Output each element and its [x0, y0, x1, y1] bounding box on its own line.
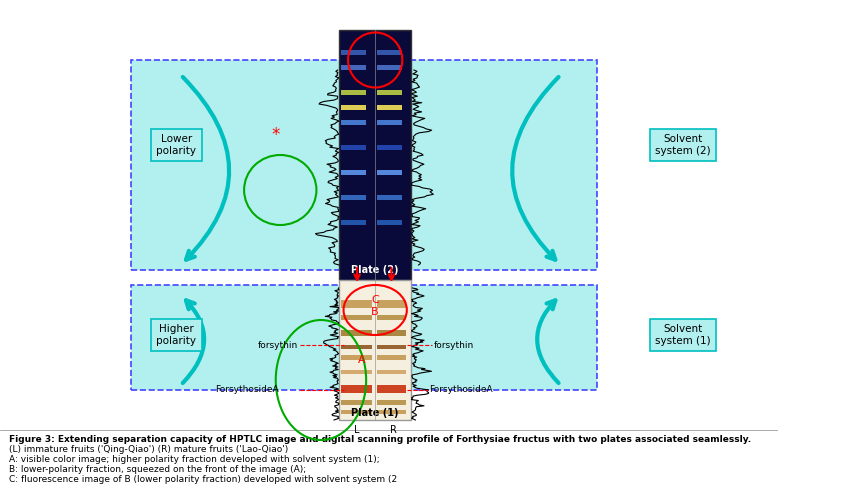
Text: Figure 3: Extending separation capacity of HPTLC image and digital scanning prof: Figure 3: Extending separation capacity …: [9, 435, 751, 444]
Text: ForsythosideA: ForsythosideA: [215, 386, 278, 395]
Text: Solvent
system (1): Solvent system (1): [654, 324, 710, 346]
Bar: [377, 330, 406, 336]
Bar: [377, 370, 406, 374]
Bar: [341, 315, 372, 320]
Text: B: B: [371, 307, 379, 317]
Bar: [377, 385, 406, 393]
Bar: [341, 65, 366, 70]
Bar: [377, 105, 402, 110]
Bar: [341, 105, 366, 110]
Text: Lower
polarity: Lower polarity: [157, 134, 196, 156]
Bar: [339, 280, 412, 420]
Text: C: C: [371, 295, 379, 305]
Bar: [377, 170, 402, 175]
Text: B: lower-polarity fraction, squeezed on the front of the image (A);: B: lower-polarity fraction, squeezed on …: [9, 465, 307, 474]
FancyArrowPatch shape: [537, 300, 559, 383]
Bar: [341, 370, 372, 374]
Text: Higher
polarity: Higher polarity: [157, 324, 196, 346]
Bar: [377, 120, 402, 125]
Bar: [341, 220, 366, 225]
Bar: [377, 90, 402, 95]
Bar: [377, 345, 406, 349]
FancyArrowPatch shape: [183, 300, 204, 383]
FancyArrowPatch shape: [512, 77, 559, 260]
Bar: [341, 385, 372, 393]
Bar: [131, 285, 597, 390]
Bar: [377, 195, 402, 200]
Bar: [131, 60, 597, 270]
Text: forsythin: forsythin: [434, 341, 474, 349]
Bar: [377, 300, 406, 308]
Bar: [341, 120, 366, 125]
Bar: [377, 355, 406, 360]
Bar: [341, 330, 372, 336]
Text: *: *: [271, 126, 280, 144]
Bar: [341, 50, 366, 55]
Text: ForsythosideA: ForsythosideA: [430, 386, 493, 395]
Text: Plate (2): Plate (2): [351, 265, 399, 275]
Text: forsythin: forsythin: [258, 341, 299, 349]
Bar: [377, 400, 406, 405]
Bar: [377, 50, 402, 55]
Text: C: fluorescence image of B (lower polarity fraction) developed with solvent syst: C: fluorescence image of B (lower polari…: [9, 475, 397, 484]
Text: A: visible color image; higher polarity fraction developed with solvent system (: A: visible color image; higher polarity …: [9, 455, 380, 464]
Bar: [341, 345, 372, 349]
Bar: [377, 65, 402, 70]
Bar: [377, 220, 402, 225]
Bar: [339, 30, 412, 280]
Text: Solvent
system (2): Solvent system (2): [654, 134, 710, 156]
Text: (L) immature fruits ('Qing-Qiao') (R) mature fruits ('Lao-Qiao'): (L) immature fruits ('Qing-Qiao') (R) ma…: [9, 445, 288, 454]
Text: Plate (1): Plate (1): [351, 408, 399, 418]
Text: A: A: [358, 355, 365, 365]
Bar: [341, 300, 372, 308]
Bar: [341, 410, 372, 414]
Text: R: R: [390, 425, 397, 435]
Bar: [341, 195, 366, 200]
Bar: [341, 145, 366, 150]
Bar: [377, 145, 402, 150]
Bar: [341, 170, 366, 175]
Bar: [341, 90, 366, 95]
Text: L: L: [355, 425, 360, 435]
FancyArrowPatch shape: [183, 77, 229, 260]
Bar: [377, 315, 406, 320]
Bar: [341, 355, 372, 360]
Bar: [377, 410, 406, 414]
Bar: [341, 400, 372, 405]
